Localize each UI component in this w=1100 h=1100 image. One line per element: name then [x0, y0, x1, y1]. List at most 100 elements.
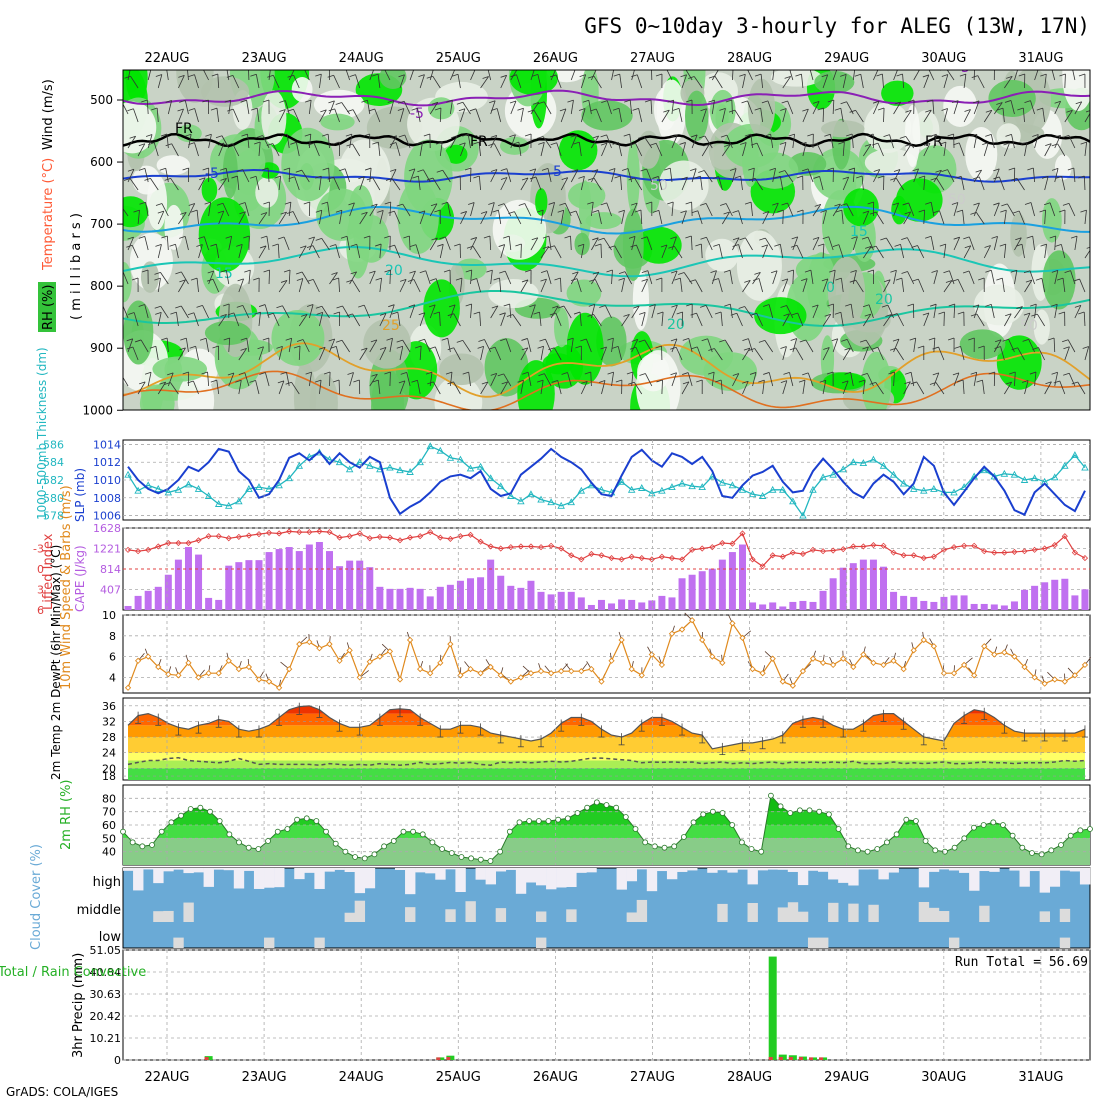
wind-barb — [842, 74, 847, 89]
wind-barb — [617, 346, 622, 361]
wind-barb — [208, 134, 212, 149]
wind-barb — [555, 74, 562, 89]
wind-barb — [787, 100, 794, 115]
wind-barb — [478, 142, 481, 157]
wind-barb-flag — [877, 175, 885, 179]
wind-barb-flag — [456, 339, 463, 343]
wind-barb — [367, 100, 371, 115]
wind-barb-flag — [819, 379, 826, 383]
wind-barb — [321, 306, 330, 319]
slp-tick-label: 1006 — [93, 510, 121, 523]
cloud-cell — [294, 868, 305, 880]
rh-blob — [1062, 70, 1090, 112]
temp-band — [128, 752, 1085, 761]
wind-barb — [747, 100, 753, 115]
wind-barb — [933, 372, 940, 387]
wind-barb — [379, 278, 382, 293]
rh-point — [390, 838, 397, 844]
wind-barb-flag — [801, 278, 808, 282]
temp-tick-label: 24 — [102, 747, 116, 760]
wind-barb-flag — [856, 175, 863, 179]
li-point — [407, 534, 414, 541]
cape-bar — [668, 597, 676, 610]
thickness-point — [225, 501, 233, 509]
cape-bar — [718, 559, 726, 610]
wind-barb-flag — [740, 142, 747, 145]
cloud-cell — [787, 868, 799, 872]
rh-point — [777, 803, 784, 810]
cloud-cell — [183, 902, 194, 922]
wind-barb — [1008, 339, 1015, 353]
rh-point — [313, 818, 320, 824]
wind-barb-flag — [473, 175, 480, 179]
wind-barb — [137, 210, 140, 225]
wind-barb-flag — [1078, 73, 1086, 77]
wind-barb — [548, 236, 552, 251]
wind-barb-flag — [672, 107, 680, 111]
wind-barb-flag — [631, 202, 638, 206]
thickness-point — [980, 466, 988, 474]
wind-tick-label: 10 — [102, 609, 116, 622]
wind-barb-flag — [631, 74, 638, 78]
wind-barb — [349, 202, 355, 217]
contour-label: -5 — [956, 60, 970, 76]
wind-barb — [341, 340, 350, 353]
wind-barb-flag — [763, 304, 770, 307]
wind-barb-flag — [1027, 167, 1034, 171]
thickness-tick-label: 578 — [43, 510, 64, 523]
wind-barb-flag — [306, 304, 314, 307]
wind-barb-flag — [503, 303, 510, 307]
wind-barb-flag — [922, 312, 929, 316]
rh-blob — [1041, 198, 1062, 243]
wind-barb-flag — [909, 337, 916, 341]
cape-bar — [587, 604, 595, 610]
wind-barb — [232, 75, 240, 89]
wind-barb — [359, 347, 368, 361]
bottom-date-label: 27AUG — [630, 1070, 675, 1085]
wind-barb — [789, 70, 794, 81]
wind-barb-flag — [1020, 141, 1028, 145]
wind-barb-flag — [708, 75, 716, 79]
thickness-point — [920, 486, 928, 494]
cloud-cell — [364, 868, 376, 889]
wind-barb — [278, 380, 285, 395]
cloud-cell — [747, 868, 758, 885]
wind-barb-flag — [972, 100, 980, 104]
wind-barb — [1044, 210, 1046, 225]
wind-barb-flag — [1033, 67, 1039, 69]
wind-barb-flag — [314, 379, 322, 383]
wind-barb — [634, 177, 643, 191]
thickness-point — [476, 462, 485, 470]
wind-barb-flag — [238, 372, 245, 375]
wind-barb-flag — [663, 109, 670, 113]
wind-barb — [993, 168, 1000, 183]
wind-barb — [137, 143, 146, 157]
li-point — [668, 555, 676, 562]
cape-bar — [799, 600, 807, 610]
wind-barb — [266, 236, 270, 251]
wind-barb-flag — [708, 99, 715, 103]
wind-barb — [335, 244, 340, 259]
rh-blob — [152, 356, 208, 382]
bottom-date-label: 23AUG — [242, 1070, 287, 1085]
wind-barb-flag — [952, 372, 960, 376]
rh-point — [294, 816, 300, 823]
wind-barb-flag — [685, 235, 692, 239]
wind-barb-flag — [783, 67, 789, 69]
wind-barb-flag — [223, 303, 230, 307]
cloud-cell — [344, 912, 355, 922]
wind-barb-flag — [384, 235, 391, 239]
rh-point — [187, 806, 194, 812]
wind-barb — [429, 102, 439, 115]
wind-barb-flag — [869, 245, 877, 249]
precip-tick-label: 0 — [114, 1054, 121, 1067]
wind-barb-flag — [712, 278, 719, 281]
wind-barb — [693, 76, 703, 89]
wind-barb — [369, 339, 378, 353]
wind-barb-flag — [734, 175, 741, 179]
cloud-cell — [928, 868, 940, 872]
wind-barb-flag — [703, 143, 710, 147]
wind-barb — [570, 338, 574, 353]
wind-barb — [1074, 236, 1078, 251]
li-point — [799, 550, 806, 558]
